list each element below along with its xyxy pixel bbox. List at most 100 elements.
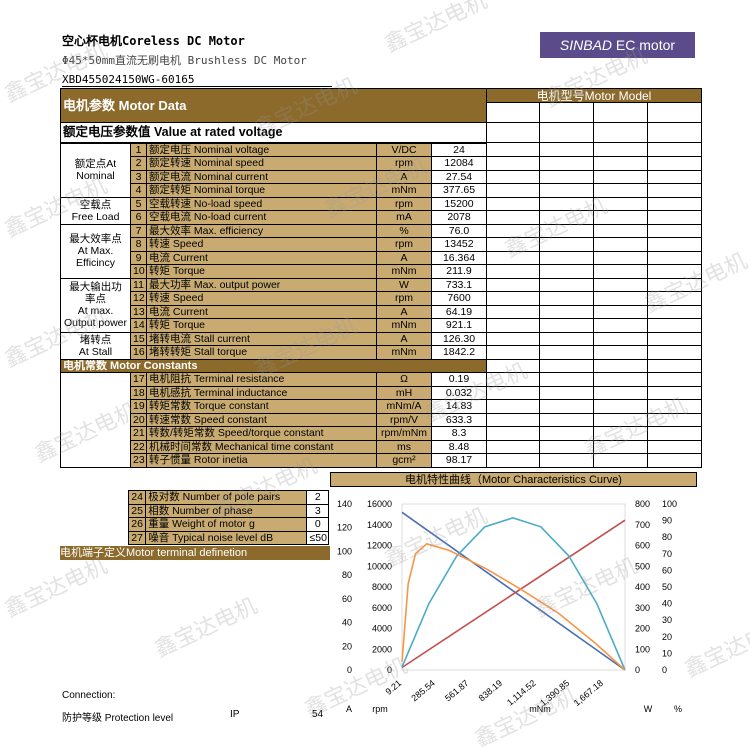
rpm-axis-label: rpm — [372, 704, 388, 714]
table-row: 最大效率点 At Max. Efficincy 7 最大效率 Max. efficien… — [60, 223, 703, 279]
row-number: 10 — [130, 264, 147, 279]
param-unit: Ω — [376, 372, 432, 387]
watt-axis-tick: 400 — [635, 582, 650, 592]
model-cell — [539, 210, 594, 225]
param-unit: A — [376, 250, 432, 265]
rpm-axis-tick: 0 — [387, 665, 392, 675]
param-name: 转矩 Torque — [146, 318, 377, 333]
group-label: At Max. — [77, 245, 114, 257]
table-row: 空载点 Free Load 5 空载转速 No-load speed rpm 15200 — [60, 196, 703, 225]
row-number: 24 — [127, 490, 147, 505]
percent-axis-tick: 0 — [662, 665, 667, 675]
param-value: 12084 — [431, 156, 487, 171]
row-number: 19 — [130, 399, 147, 414]
row-number: 16 — [130, 345, 147, 360]
model-cell — [539, 156, 594, 171]
model-cell — [646, 426, 703, 441]
group-nominal: 额定点At Nominal — [60, 142, 131, 198]
param-value: 24 — [431, 142, 487, 157]
watermark: 鑫宝达电机 — [150, 592, 261, 662]
model-cell — [593, 223, 648, 238]
model-cell — [593, 250, 648, 265]
param-value: 2078 — [431, 210, 487, 225]
extra-params-table: 24 极对数 Number of pole pairs 2 25 相数 Number o… — [127, 490, 329, 545]
model-cell — [593, 426, 648, 441]
ip-value: 54 — [312, 709, 324, 720]
table-row: 12 转速 Speed rpm 7600 — [61, 291, 703, 306]
model-cell — [486, 291, 540, 306]
group-label: At Stall — [78, 345, 113, 358]
table-row: 27 噪音 Typical noise level dB ≤50 — [127, 530, 329, 545]
amp-axis-tick: 60 — [342, 594, 352, 604]
rpm-axis-tick: 10000 — [367, 561, 392, 571]
curve-series-0 — [401, 511, 626, 671]
param-value: 733.1 — [431, 277, 487, 292]
model-cell — [486, 318, 540, 333]
table-row: 2 额定转速 Nominal speed rpm 12084 — [61, 156, 703, 171]
percent-axis-tick: 60 — [662, 565, 672, 575]
model-cell — [539, 223, 594, 238]
model-cell — [539, 318, 594, 333]
row-number: 14 — [130, 318, 147, 333]
row-number: 6 — [130, 210, 147, 225]
param-value: 27.54 — [431, 169, 487, 184]
group-label: 堵转点 — [79, 333, 112, 346]
model-cell — [646, 291, 703, 306]
table-row: 堵转点 At Stall 15 堵转电流 Stall current A 126.30 — [60, 331, 703, 360]
model-cell — [593, 412, 648, 427]
param-unit: A — [376, 169, 432, 184]
row-number: 15 — [130, 331, 147, 346]
table-row: 14 转矩 Torque mNm 921.1 — [61, 318, 703, 333]
model-cell — [646, 142, 703, 157]
param-name: 额定电压 Nominal voltage — [146, 142, 377, 157]
motor-data-table: 电机参数 Motor Data 电机型号Motor Model 额定电压参数值 … — [60, 88, 703, 468]
param-value: 64.19 — [431, 304, 487, 319]
table-row: 24 极对数 Number of pole pairs 2 — [127, 490, 329, 505]
param-unit: rpm — [376, 196, 432, 211]
row-number: 13 — [130, 304, 147, 319]
model-cell — [593, 453, 648, 468]
brand-badge: SINBAD EC motor — [540, 32, 695, 58]
brand-suffix: EC motor — [612, 37, 676, 53]
param-unit: ms — [376, 439, 432, 454]
percent-axis-tick: 100 — [662, 499, 677, 509]
param-value: 15200 — [431, 196, 487, 211]
rpm-axis-tick: 8000 — [372, 582, 392, 592]
table-row: 16 堵转转矩 Stall torque mNm 1842.2 — [61, 345, 703, 360]
group-label: 最大输出功 — [69, 281, 122, 293]
param-name: 转数/转矩常数 Speed/torque constant — [146, 426, 377, 441]
row-number: 8 — [130, 237, 147, 252]
terminal-definition: 电机端子定义Motor terminal definetion — [60, 546, 330, 560]
percent-axis-tick: 90 — [662, 516, 672, 526]
param-unit: W — [376, 277, 432, 292]
model-cell — [593, 345, 648, 360]
x-tick: 838.19 — [477, 678, 505, 703]
model-column-header: 电机型号Motor Model — [485, 88, 703, 103]
table-row: 最大输出功 率点 At max. Output power 11 最大功率 Max. ou… — [60, 277, 703, 333]
model-cell — [486, 453, 540, 468]
row-number: 20 — [130, 412, 147, 427]
model-cell — [646, 169, 703, 184]
model-cell — [539, 331, 594, 346]
table-row: 10 转矩 Torque mNm 211.9 — [61, 264, 703, 279]
model-cell — [646, 412, 703, 427]
model-cell — [539, 142, 594, 157]
param-name: 空载电流 No-load current — [146, 210, 377, 225]
param-name: 机械时间常数 Mechanical time constant — [146, 439, 377, 454]
model-cell — [539, 385, 594, 400]
param-value: 0 — [306, 517, 329, 532]
model-cell — [486, 304, 540, 319]
param-unit: mNm — [376, 264, 432, 279]
param-unit: mH — [376, 385, 432, 400]
table-row: 21 转数/转矩常数 Speed/torque constant rpm/mNm 8.… — [61, 426, 703, 441]
table-row: 18 电机感抗 Terminal inductance mH 0.032 — [61, 385, 703, 400]
model-cell — [539, 250, 594, 265]
group-max-efficiency: 最大效率点 At Max. Efficincy — [60, 223, 131, 279]
doc-title: 空心杯电机Coreless DC Motor — [62, 34, 245, 48]
group-free-load: 空载点 Free Load — [60, 196, 131, 225]
param-unit: % — [376, 223, 432, 238]
x-tick: 561.87 — [443, 678, 471, 703]
model-cell — [646, 385, 703, 400]
param-name: 转速常数 Speed constant — [146, 412, 377, 427]
